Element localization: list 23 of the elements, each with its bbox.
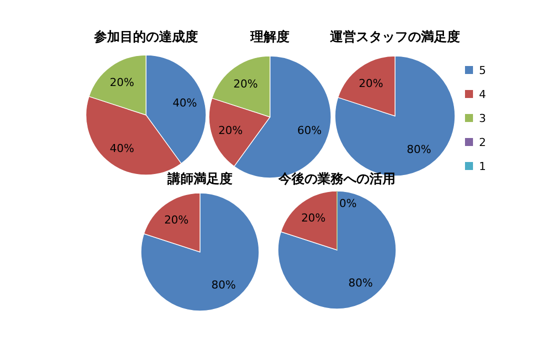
legend-label: 4 bbox=[479, 88, 486, 101]
data-label: 20% bbox=[218, 124, 243, 137]
data-label: 40% bbox=[172, 96, 198, 110]
legend-label: 3 bbox=[479, 112, 486, 125]
legend-label: 1 bbox=[479, 160, 486, 173]
chart-title: 参加目的の達成度 bbox=[93, 29, 198, 45]
data-label: 20% bbox=[164, 214, 189, 227]
chart-title: 講師満足度 bbox=[166, 171, 232, 187]
data-label: 60% bbox=[297, 124, 322, 137]
data-label: 80% bbox=[211, 278, 236, 292]
chart-title: 理解度 bbox=[250, 29, 290, 45]
data-label: 20% bbox=[301, 212, 326, 225]
data-label: 20% bbox=[110, 76, 134, 89]
legend-label: 5 bbox=[479, 64, 486, 77]
text: 0% bbox=[339, 196, 357, 210]
data-label: 80% bbox=[406, 143, 432, 156]
chart-title: 今後の業務への活用 bbox=[278, 171, 396, 187]
data-label: 80% bbox=[348, 276, 373, 290]
chart-title: 運営スタッフの満足度 bbox=[329, 29, 460, 45]
data-label: 20% bbox=[233, 77, 258, 90]
data-label: 20% bbox=[358, 76, 384, 90]
data-label: 40% bbox=[110, 142, 134, 156]
legend-label: 2 bbox=[479, 136, 486, 149]
